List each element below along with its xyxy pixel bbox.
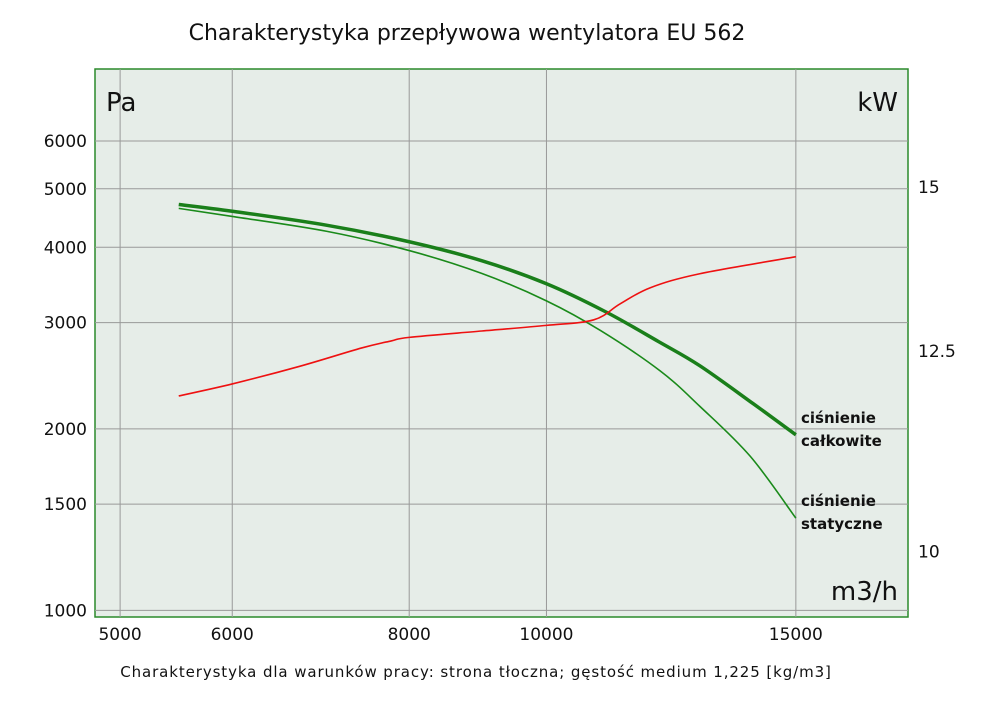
y-tick-label: 3000 — [44, 314, 87, 334]
series-line-0 — [178, 202, 797, 437]
x-tick-label: 15000 — [769, 625, 823, 645]
y2-tick-label: 10 — [918, 543, 940, 563]
y-axis-label: Pa — [106, 88, 136, 118]
y2-tick-label: 15 — [918, 178, 940, 198]
series-label: statyczne — [801, 515, 883, 533]
y-tick-label: 5000 — [44, 180, 87, 200]
x-axis-label: m3/h — [831, 577, 898, 607]
y-tick-label: 1500 — [44, 495, 87, 515]
series-line-2 — [178, 255, 796, 397]
y-tick-label: 6000 — [44, 132, 87, 152]
series-label: ciśnienie — [801, 492, 876, 510]
y2-axis-label: kW — [857, 88, 898, 118]
y-tick-label: 1000 — [44, 601, 87, 621]
series-line-1 — [178, 207, 797, 519]
chart-title: Charakterystyka przepływowa wentylatora … — [189, 21, 746, 46]
plot-area — [94, 68, 909, 618]
series-label: ciśnienie — [801, 409, 876, 427]
x-tick-label: 5000 — [98, 625, 141, 645]
y-tick-label: 4000 — [44, 238, 87, 258]
x-tick-label: 8000 — [388, 625, 431, 645]
y2-tick-label: 12.5 — [918, 342, 956, 362]
series-label: całkowite — [801, 432, 882, 450]
y-tick-label: 2000 — [44, 420, 87, 440]
x-tick-label: 6000 — [211, 625, 254, 645]
x-tick-label: 10000 — [519, 625, 573, 645]
footnote: Charakterystyka dla warunków pracy: stro… — [120, 663, 832, 681]
